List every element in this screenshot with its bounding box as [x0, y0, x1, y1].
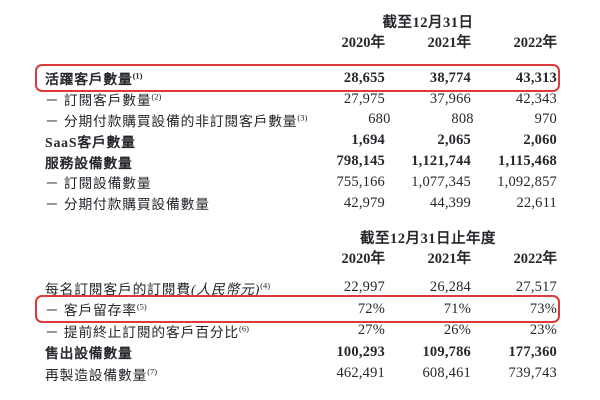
metric-value: 23%	[529, 322, 557, 339]
metric-value: 177,360	[508, 343, 557, 360]
metric-value: 970	[534, 111, 557, 128]
metric-value: 72%	[357, 300, 385, 317]
footnote-marker: (4)	[260, 280, 271, 291]
metric-label: － 提前終止訂閱的客戶百分比(6)	[45, 323, 249, 340]
metric-value: 38,774	[429, 69, 471, 86]
metric-row: 服務設備數量 798,145 1,121,744 1,115,468	[45, 151, 557, 172]
footnote-marker: (6)	[239, 323, 249, 334]
metric-label: 再製造設備數量(7)	[45, 366, 158, 383]
period-header: 截至12月31日止年度	[360, 230, 496, 247]
metric-row: － 訂閱設備數量 755,166 1,077,345 1,092,857	[45, 172, 557, 193]
metric-label: － 訂閱設備數量	[45, 176, 152, 192]
metric-row: 再製造設備數量(7) 462,491 608,461 739,743	[45, 363, 557, 385]
metric-value: 1,077,345	[411, 173, 471, 190]
metric-row: 活躍客戶數量(1) 28,655 38,774 43,313	[35, 64, 560, 92]
metric-row: － 提前終止訂閱的客戶百分比(6) 27% 26% 23%	[45, 320, 557, 342]
metric-row: 售出設備數量 100,293 109,786 177,360	[45, 342, 557, 364]
metric-label: － 分期付款購買設備數量	[45, 197, 210, 213]
customer-device-metrics-table: 截至12月31日 2020年 2021年 2022年 活躍客戶數量(1) 28,655…	[35, 11, 560, 214]
metric-row: － 客戶留存率(5) 72% 71% 73%	[35, 294, 560, 323]
metric-row: － 分期付款購買設備數量 42,979 44,399 22,611	[45, 193, 557, 214]
metric-value: 1,694	[351, 132, 385, 149]
year-header: 2021年	[427, 34, 472, 51]
metric-label: SaaS客戶數量	[45, 134, 136, 150]
year-header-row: 2020年 2021年 2022年	[45, 31, 558, 51]
metric-value: 22,611	[516, 194, 557, 211]
year-header: 2020年	[341, 34, 386, 51]
metric-value: 109,786	[422, 343, 471, 360]
footnote-marker: (1)	[132, 70, 143, 81]
metric-label: － 訂閱客戶數量(2)	[45, 91, 162, 109]
metric-row: － 分期付款購買設備的非訂閱客戶數量(3) 680 808 970	[45, 110, 557, 131]
metric-label: 售出設備數量	[45, 346, 133, 362]
metric-value: 462,491	[336, 365, 385, 382]
metric-value: 22,997	[343, 279, 385, 296]
metric-label: 每名訂閱客戶的訂閱費(人民幣元)(4)	[45, 280, 271, 297]
period-header-row: 截至12月31日	[45, 11, 557, 31]
metric-value: 73%	[529, 300, 557, 317]
metric-value: 42,979	[343, 194, 385, 211]
metric-label: － 客戶留存率(5)	[45, 301, 147, 319]
metric-value: 798,145	[336, 153, 385, 170]
metric-value: 1,121,744	[411, 153, 471, 170]
footnote-marker: (7)	[147, 366, 158, 377]
metric-value: 42,343	[515, 90, 557, 107]
metric-row: 每名訂閱客戶的訂閱費(人民幣元)(4) 22,997 26,284 27,517	[45, 277, 557, 299]
metric-label: － 分期付款購買設備的非訂閱客戶數量(3)	[45, 112, 308, 129]
year-header: 2022年	[513, 250, 558, 267]
metric-value: 1,092,857	[497, 173, 557, 190]
year-header: 2022年	[513, 34, 558, 51]
metric-value: 28,655	[343, 69, 385, 86]
metric-value: 2,065	[437, 132, 471, 149]
subscription-metrics-table: 截至12月31日止年度 2020年 2021年 2022年 每名訂閱客戶的訂閱費(人…	[35, 227, 560, 385]
footnote-marker: (3)	[297, 112, 308, 123]
metric-value: 26%	[443, 322, 471, 339]
metric-value: 26,284	[429, 279, 471, 296]
footnote-marker: (2)	[151, 91, 162, 102]
metric-value: 100,293	[336, 343, 385, 360]
metric-value: 27,517	[515, 279, 557, 296]
metric-value: 37,966	[429, 90, 471, 107]
metric-label: 活躍客戶數量(1)	[45, 70, 143, 88]
metric-value: 680	[368, 111, 391, 128]
footnote-marker: (5)	[136, 301, 147, 312]
year-header: 2021年	[427, 250, 472, 267]
metric-value: 44,399	[429, 194, 471, 211]
metric-value: 808	[451, 111, 474, 128]
period-header: 截至12月31日	[382, 14, 474, 31]
metric-value: 71%	[443, 300, 471, 317]
metric-row: SaaS客戶數量 1,694 2,065 2,060	[45, 130, 557, 151]
metric-value: 2,060	[523, 132, 557, 149]
metric-value: 43,313	[515, 69, 557, 86]
metric-label: 服務設備數量	[45, 155, 133, 171]
year-header-row: 2020年 2021年 2022年	[45, 247, 558, 267]
table-rows: 每名訂閱客戶的訂閱費(人民幣元)(4) 22,997 26,284 27,517 － 客…	[35, 277, 560, 385]
metric-value: 27%	[357, 322, 385, 339]
year-header: 2020年	[341, 250, 386, 267]
metric-value: 1,115,468	[498, 153, 557, 170]
metric-value: 27,975	[343, 90, 385, 107]
metric-value: 739,743	[508, 365, 557, 382]
metric-value: 608,461	[422, 365, 471, 382]
metric-label-italic: (人民幣元)	[190, 281, 261, 297]
period-header-row: 截至12月31日止年度	[45, 227, 557, 247]
metric-row: － 訂閱客戶數量(2) 27,975 37,966 42,343	[45, 89, 557, 110]
metric-value: 755,166	[336, 173, 385, 190]
table-rows: 活躍客戶數量(1) 28,655 38,774 43,313 － 訂閱客戶數量(2) 27…	[35, 64, 560, 214]
